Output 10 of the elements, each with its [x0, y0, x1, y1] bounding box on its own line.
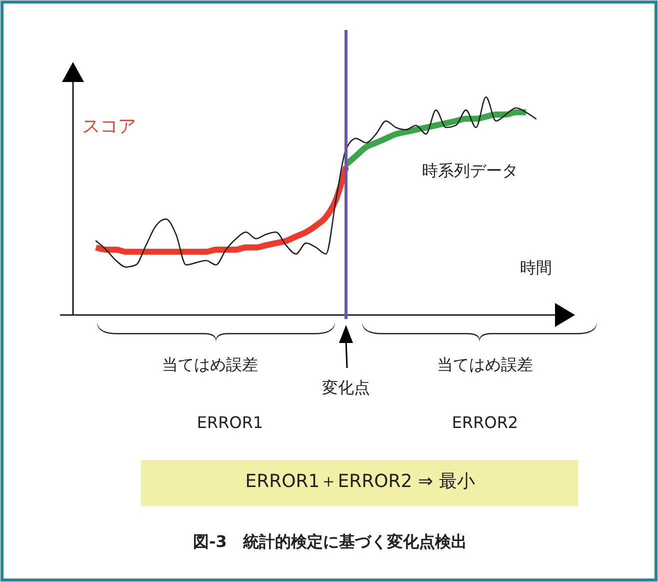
text: 変化点	[322, 378, 370, 397]
text: 当てはめ誤差	[437, 355, 533, 374]
text: ERROR1＋ERROR2 ⇒ 最小	[245, 471, 475, 492]
text: ERROR1	[196, 413, 264, 432]
series-label: 時系列データ	[422, 161, 518, 180]
text: ERROR2	[452, 413, 518, 432]
text: 図-3 統計的検定に基づく変化点検出	[193, 532, 467, 551]
y-axis-title: スコア	[82, 116, 136, 137]
x-axis-title: 時間	[520, 258, 552, 277]
text: 当てはめ誤差	[162, 355, 258, 374]
